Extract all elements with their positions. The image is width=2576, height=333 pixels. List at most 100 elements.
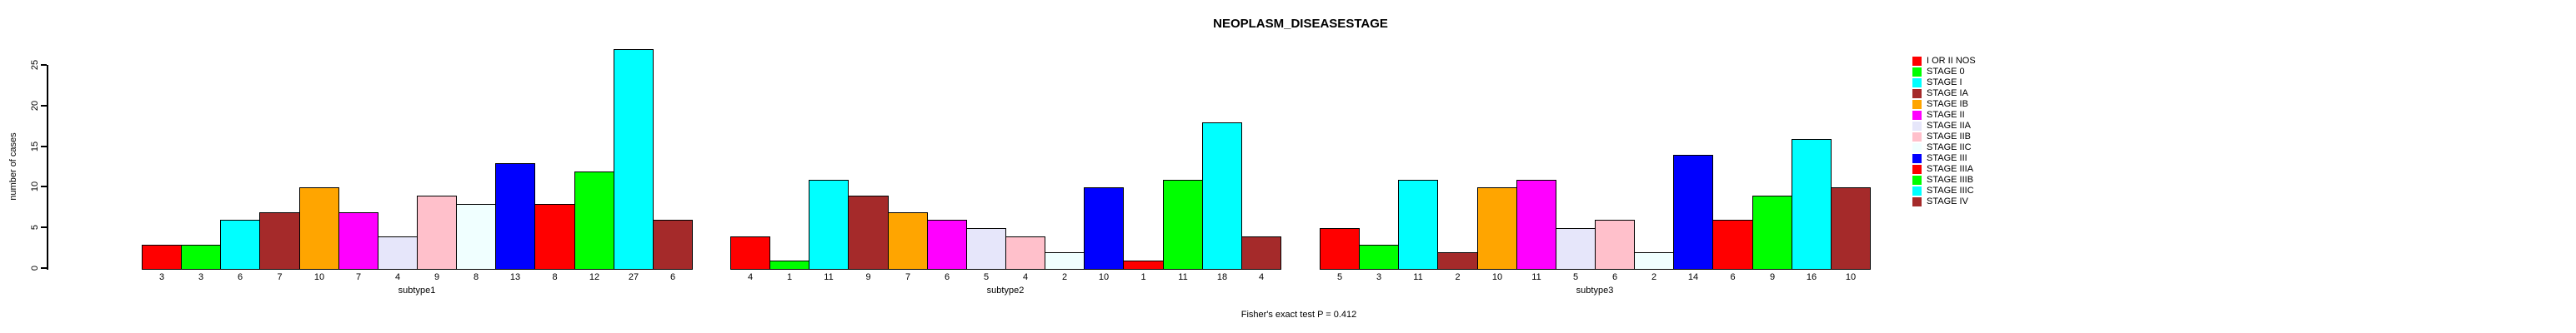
y-tick-mark: [41, 226, 47, 229]
bar-subtype2-2: [769, 261, 809, 270]
chart-title: NEOPLASM_DISEASESTAGE: [1213, 17, 1388, 31]
legend-label: STAGE IB: [1927, 99, 1968, 109]
bar-subtype1-2: [181, 245, 221, 270]
bar-value-label: 14: [1687, 272, 1699, 282]
bar-value-label: 11: [1531, 272, 1541, 282]
bar-value-label: 10: [1491, 272, 1503, 282]
bar-subtype1-9: [456, 204, 496, 270]
bar-value-label: 18: [1216, 272, 1228, 282]
legend-item: STAGE IA: [1912, 88, 1976, 99]
legend-label: STAGE IA: [1927, 88, 1968, 98]
bar-subtype3-3: [1398, 180, 1438, 270]
bar-subtype1-1: [142, 245, 182, 270]
legend-swatch-icon: [1912, 165, 1922, 174]
y-tick-label: 15: [30, 141, 40, 152]
bar-subtype3-10: [1673, 155, 1713, 270]
legend-item: STAGE IIIC: [1912, 186, 1976, 196]
bar-value-label: 4: [1022, 272, 1029, 282]
legend-label: STAGE IIC: [1927, 142, 1972, 152]
bar-subtype2-7: [966, 228, 1006, 270]
bar-value-label: 1: [786, 272, 793, 282]
bar-value-label: 2: [1651, 272, 1657, 282]
y-tick-label: 25: [30, 59, 40, 71]
bar-value-label: 27: [628, 272, 639, 282]
legend-swatch-icon: [1912, 89, 1922, 98]
y-tick-label: 0: [30, 265, 40, 271]
y-tick-mark: [41, 186, 47, 188]
y-axis-line: [47, 65, 48, 270]
bar-value-label: 5: [1336, 272, 1343, 282]
legend-label: STAGE IIB: [1927, 132, 1971, 142]
bar-subtype3-2: [1359, 245, 1399, 270]
legend-label: STAGE IIA: [1927, 121, 1971, 131]
group-label-subtype2: subtype2: [986, 286, 1025, 296]
bar-subtype1-13: [614, 49, 654, 270]
bar-subtype1-4: [259, 212, 300, 270]
legend-label: STAGE IIIB: [1927, 175, 1974, 185]
bar-subtype2-10: [1084, 187, 1124, 270]
bar-value-label: 16: [1806, 272, 1817, 282]
bar-subtype1-7: [378, 236, 418, 270]
legend-label: I OR II NOS: [1927, 56, 1976, 66]
bar-value-label: 7: [905, 272, 911, 282]
bar-value-label: 5: [1572, 272, 1579, 282]
legend-item: STAGE II: [1912, 110, 1976, 121]
legend-label: STAGE 0: [1927, 67, 1965, 77]
bar-value-label: 6: [237, 272, 243, 282]
legend-item: STAGE IIB: [1912, 132, 1976, 142]
bar-subtype3-7: [1556, 228, 1596, 270]
legend-item: STAGE IB: [1912, 99, 1976, 110]
legend-swatch-icon: [1912, 143, 1922, 152]
legend-item: STAGE IIIB: [1912, 175, 1976, 186]
bar-value-label: 3: [158, 272, 165, 282]
y-tick-mark: [41, 64, 47, 66]
bar-value-label: 11: [1178, 272, 1188, 282]
bar-subtype2-5: [888, 212, 928, 270]
bar-subtype2-4: [848, 196, 889, 270]
legend-swatch-icon: [1912, 176, 1922, 185]
bar-subtype1-14: [653, 220, 693, 270]
bar-value-label: 6: [669, 272, 676, 282]
bar-value-label: 8: [552, 272, 558, 282]
bar-subtype3-12: [1752, 196, 1792, 270]
legend-swatch-icon: [1912, 67, 1922, 77]
y-tick-mark: [41, 145, 47, 147]
bar-subtype2-6: [927, 220, 967, 270]
bar-value-label: 2: [1455, 272, 1461, 282]
bar-subtype3-8: [1595, 220, 1635, 270]
legend-item: STAGE IV: [1912, 196, 1976, 207]
bar-subtype3-5: [1477, 187, 1517, 270]
bar-subtype2-1: [730, 236, 770, 270]
bar-subtype2-8: [1005, 236, 1045, 270]
bar-value-label: 5: [983, 272, 990, 282]
legend-swatch-icon: [1912, 186, 1922, 196]
bar-subtype2-3: [809, 180, 849, 270]
y-tick-mark: [41, 104, 47, 107]
bar-value-label: 8: [473, 272, 479, 282]
bar-value-label: 10: [1845, 272, 1857, 282]
bar-value-label: 6: [1730, 272, 1736, 282]
bar-value-label: 1: [1140, 272, 1146, 282]
bar-value-label: 11: [1413, 272, 1423, 282]
legend-label: STAGE II: [1927, 110, 1965, 120]
bar-subtype2-13: [1202, 122, 1242, 270]
bar-subtype2-14: [1241, 236, 1281, 270]
legend-label: STAGE IIIC: [1927, 186, 1974, 196]
legend-label: STAGE IV: [1927, 196, 1968, 206]
y-axis-label: number of cases: [8, 132, 18, 201]
legend-swatch-icon: [1912, 154, 1922, 163]
legend-swatch-icon: [1912, 100, 1922, 109]
bar-value-label: 7: [355, 272, 362, 282]
bar-value-label: 6: [1611, 272, 1618, 282]
bar-value-label: 11: [824, 272, 834, 282]
legend: I OR II NOS STAGE 0 STAGE I STAGE IA STAGE I…: [1912, 56, 1976, 207]
y-tick-mark: [41, 267, 47, 269]
bar-value-label: 9: [434, 272, 440, 282]
bar-subtype2-12: [1163, 180, 1203, 270]
legend-item: STAGE IIIA: [1912, 164, 1976, 175]
legend-swatch-icon: [1912, 132, 1922, 142]
bar-value-label: 6: [944, 272, 950, 282]
bar-subtype3-9: [1634, 252, 1674, 270]
legend-item: STAGE 0: [1912, 67, 1976, 77]
bar-value-label: 3: [198, 272, 204, 282]
